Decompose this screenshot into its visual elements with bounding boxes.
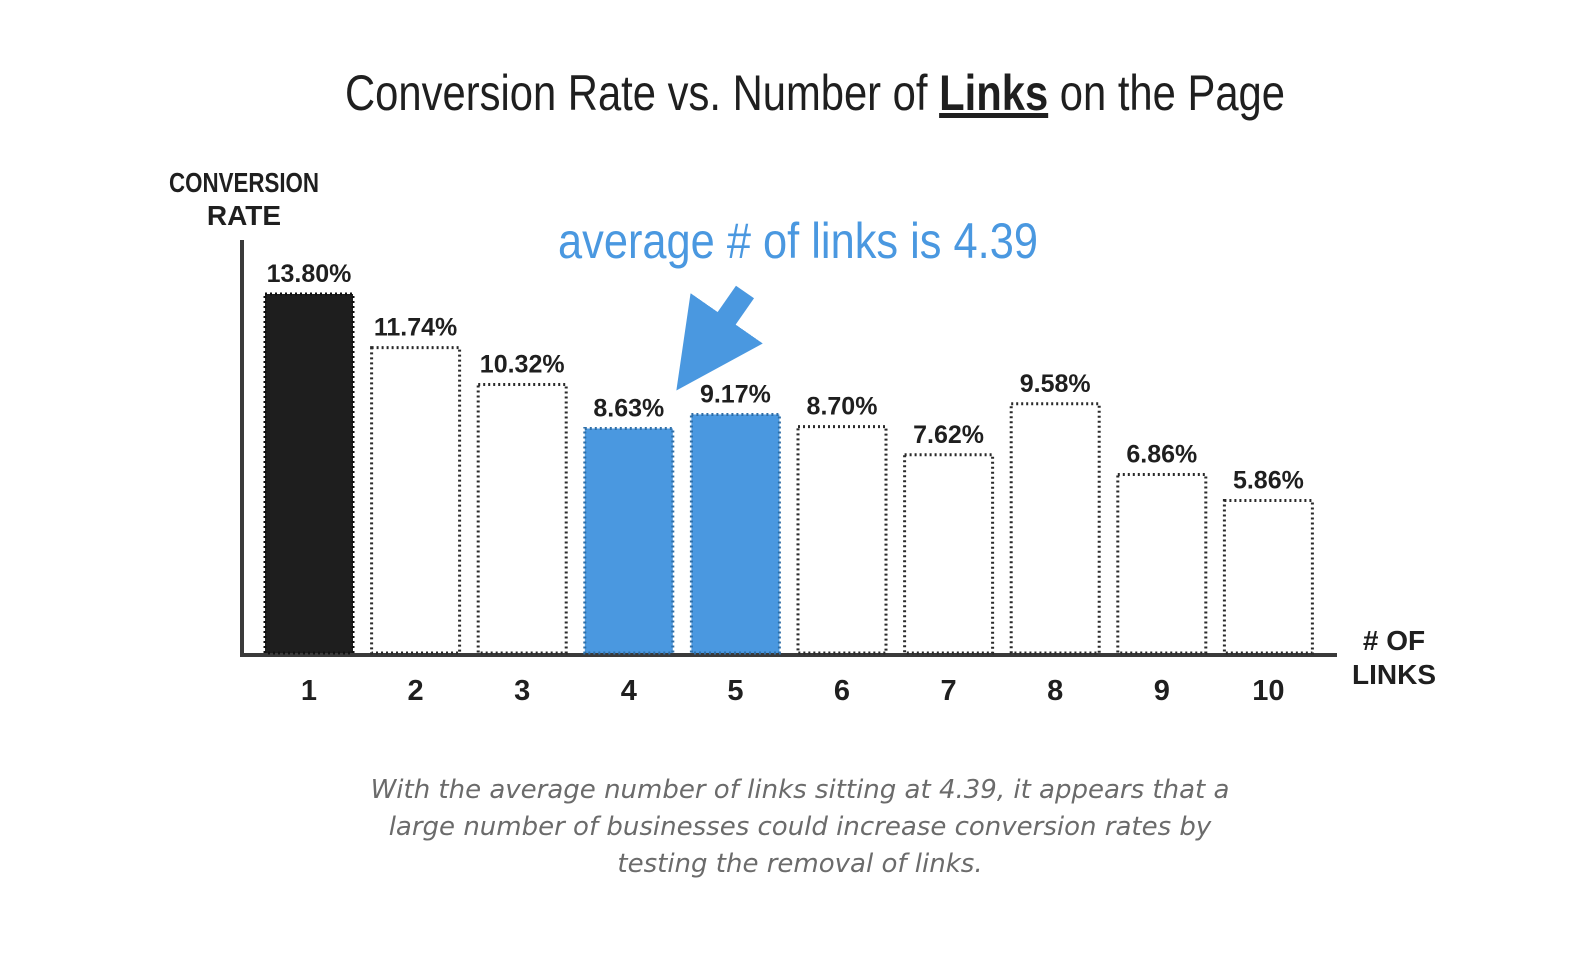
caption: With the average number of links sitting… — [300, 772, 1300, 883]
bar-value-label-10: 5.86% — [1233, 467, 1304, 495]
x-tick-label-5: 5 — [727, 675, 743, 707]
x-tick-label-2: 2 — [408, 675, 424, 707]
bar-value-label-4: 8.63% — [593, 394, 664, 422]
chart-title-part-1: Conversion Rate vs. Number of — [345, 65, 939, 121]
y-axis-label-line-1: CONVERSION — [169, 167, 319, 198]
bar-value-label-9: 6.86% — [1126, 441, 1197, 469]
x-axis-label-line-1: # OF — [1363, 625, 1425, 656]
bar-value-label-7: 7.62% — [913, 421, 984, 449]
bars: 13.80% 1 11.74% 2 10.32% 3 8.63% 4 9.17% 5 8.70% 6 7… — [263, 260, 1314, 707]
caption-line-2: large number of businesses could increas… — [388, 812, 1212, 842]
x-tick-label-9: 9 — [1154, 675, 1170, 707]
chart-title-part-2: on the Page — [1048, 65, 1285, 121]
x-tick-label-1: 1 — [301, 675, 317, 707]
y-axis-label-line-2: RATE — [207, 200, 281, 231]
x-tick-label-3: 3 — [514, 675, 530, 707]
x-tick-label-8: 8 — [1047, 675, 1063, 707]
bar-8 — [1009, 402, 1101, 655]
bar-value-label-6: 8.70% — [807, 393, 878, 421]
bar-10 — [1222, 499, 1314, 655]
x-tick-label-7: 7 — [941, 675, 957, 707]
chart-title: Conversion Rate vs. Number of Links on t… — [345, 65, 1285, 121]
bar-7 — [903, 453, 995, 655]
chart-title-emphasis: Links — [939, 65, 1048, 121]
caption-line-3: testing the removal of links. — [617, 849, 983, 879]
bar-2 — [370, 346, 462, 655]
bar-4 — [583, 426, 675, 655]
bar-value-label-8: 9.58% — [1020, 370, 1091, 398]
bar-6 — [796, 425, 888, 655]
x-tick-label-6: 6 — [834, 675, 850, 707]
x-tick-label-4: 4 — [621, 675, 637, 707]
bar-value-label-1: 13.80% — [267, 260, 352, 288]
bar-1 — [263, 292, 355, 655]
bar-3 — [476, 383, 568, 655]
caption-line-1: With the average number of links sitting… — [370, 775, 1230, 805]
x-tick-label-10: 10 — [1252, 675, 1284, 707]
x-axis-label-line-2: LINKS — [1352, 659, 1436, 690]
bar-value-label-3: 10.32% — [480, 351, 565, 379]
bar-value-label-2: 11.74% — [374, 314, 457, 342]
bar-9 — [1116, 473, 1208, 655]
average-annotation: average # of links is 4.39 — [558, 213, 1038, 269]
annotation-arrow-icon — [676, 285, 763, 391]
bar-value-label-5: 9.17% — [700, 380, 771, 408]
bar-5 — [689, 412, 781, 655]
